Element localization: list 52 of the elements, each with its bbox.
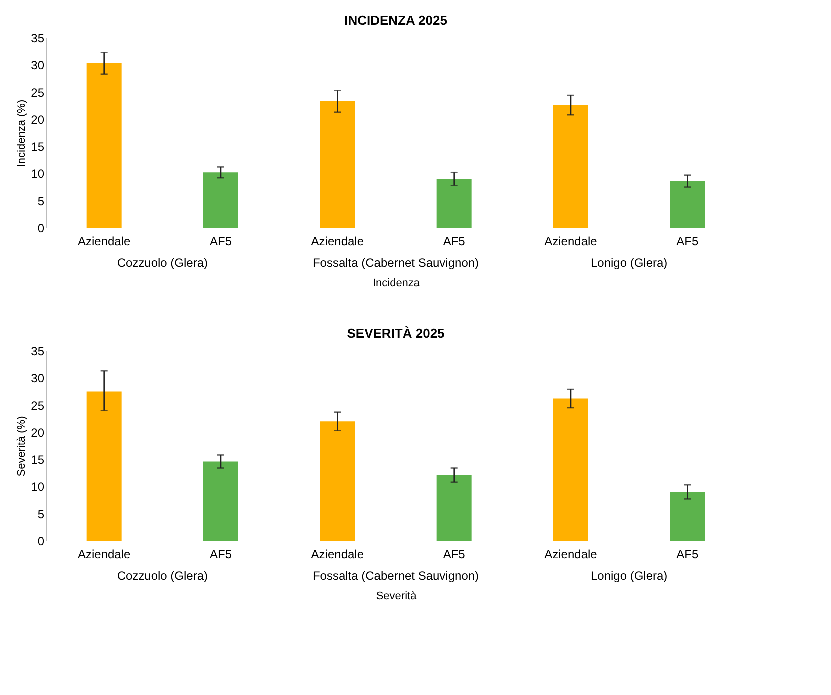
bar <box>86 64 122 228</box>
y-axis-title: Severità (%) <box>16 416 28 477</box>
y-tick-label: 5 <box>38 507 45 522</box>
bar <box>86 392 122 541</box>
x-tick-label: AF5 <box>676 234 699 248</box>
text: Cozzuolo (Glera) <box>117 256 208 270</box>
x-tick-label: AF5 <box>210 234 232 248</box>
bar <box>320 422 356 541</box>
bar <box>554 398 588 541</box>
x-tick-label: AF5 <box>443 234 466 248</box>
y-tick-label: 0 <box>38 222 45 236</box>
x-axis-title: Severità <box>376 590 418 602</box>
y-tick-label: 10 <box>31 167 45 182</box>
y-axis-title: Incidenza (%) <box>16 100 28 168</box>
x-tick-label: Aziendale <box>311 548 364 562</box>
x-tick-label: AF5 <box>210 548 232 562</box>
y-tick-label: 25 <box>31 86 45 100</box>
y-tick-label: 10 <box>31 480 45 494</box>
y-tick-label: 25 <box>31 398 45 413</box>
bar <box>436 475 472 541</box>
y-tick-label: 30 <box>31 58 45 73</box>
y-tick-label: 35 <box>31 344 45 358</box>
text: Lonigo (Glera) <box>590 569 668 583</box>
bar <box>204 172 238 228</box>
chart-title: INCIDENZA 2025 <box>344 13 448 28</box>
y-tick-label: 20 <box>31 426 45 440</box>
y-tick-label: 15 <box>31 140 45 154</box>
y-tick-label: 35 <box>31 32 45 46</box>
y-tick-label: 5 <box>38 194 45 208</box>
bar <box>554 105 588 228</box>
bar <box>320 102 356 228</box>
x-tick-label: Aziendale <box>544 234 598 248</box>
y-tick-label: 30 <box>31 372 45 386</box>
y-tick-label: 15 <box>31 453 45 468</box>
text: Fossalta (Cabernet Sauvignon) <box>312 569 480 583</box>
x-tick-label: AF5 <box>676 548 699 562</box>
text: Cozzuolo (Glera) <box>117 569 208 583</box>
bar <box>204 462 238 541</box>
x-tick-label: AF5 <box>443 548 466 562</box>
text: Fossalta (Cabernet Sauvignon) <box>312 256 480 270</box>
x-tick-label: Aziendale <box>78 548 132 562</box>
y-tick-label: 20 <box>31 112 45 127</box>
x-tick-label: Aziendale <box>78 234 132 248</box>
y-tick-label: 0 <box>38 534 45 548</box>
chart-title: SEVERITÀ 2025 <box>347 326 445 341</box>
text: Lonigo (Glera) <box>590 256 668 270</box>
x-tick-label: Aziendale <box>544 548 598 562</box>
bar <box>670 181 706 228</box>
bar <box>436 179 472 228</box>
x-tick-label: Aziendale <box>311 234 364 248</box>
bar <box>670 492 706 541</box>
x-axis-title: Incidenza <box>372 278 421 290</box>
